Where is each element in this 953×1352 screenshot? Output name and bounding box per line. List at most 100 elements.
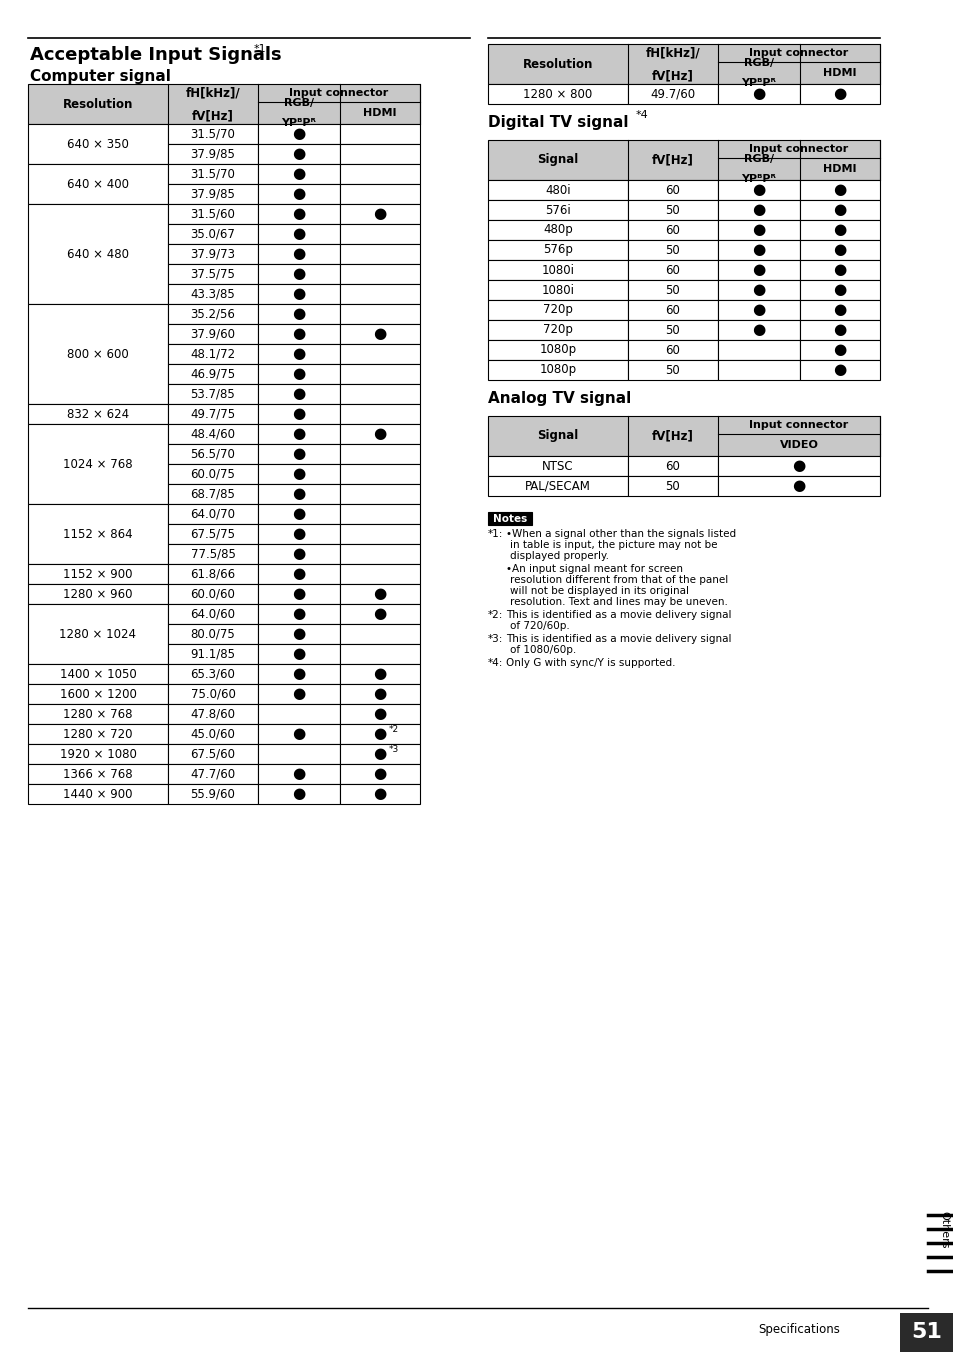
- Bar: [800, 300, 879, 320]
- Text: ●: ●: [373, 326, 386, 342]
- Bar: [800, 339, 879, 360]
- Text: ●: ●: [292, 166, 305, 181]
- Bar: [28, 124, 168, 164]
- Bar: [257, 443, 339, 464]
- Bar: [28, 744, 168, 764]
- Bar: [800, 260, 879, 280]
- Bar: [899, 1313, 953, 1352]
- Text: ●: ●: [373, 426, 386, 442]
- Text: Only G with sync/Y is supported.: Only G with sync/Y is supported.: [505, 658, 675, 668]
- Text: fV[Hz]: fV[Hz]: [652, 154, 693, 166]
- Text: ●: ●: [833, 203, 845, 218]
- Bar: [627, 260, 718, 280]
- Text: *2:: *2:: [488, 610, 503, 621]
- Bar: [257, 704, 339, 725]
- Text: NTSC: NTSC: [541, 460, 573, 472]
- Bar: [28, 704, 168, 725]
- Bar: [718, 476, 879, 496]
- Text: 37.9/85: 37.9/85: [191, 188, 235, 200]
- Text: ●: ●: [752, 87, 765, 101]
- Bar: [718, 280, 800, 300]
- Text: *4: *4: [636, 110, 648, 120]
- Text: 1280 × 768: 1280 × 768: [63, 707, 132, 721]
- Bar: [257, 744, 339, 764]
- Text: of 720/60p.: of 720/60p.: [510, 621, 569, 631]
- Bar: [168, 744, 257, 764]
- Text: 60: 60: [665, 303, 679, 316]
- Text: Signal: Signal: [537, 154, 578, 166]
- Bar: [168, 504, 257, 525]
- Text: 75.0/60: 75.0/60: [191, 688, 235, 700]
- Bar: [339, 764, 419, 784]
- Text: 37.9/85: 37.9/85: [191, 147, 235, 161]
- Text: RGB/: RGB/: [284, 97, 314, 108]
- Bar: [339, 224, 419, 243]
- Text: 60.0/75: 60.0/75: [191, 468, 235, 480]
- Text: 65.3/60: 65.3/60: [191, 668, 235, 680]
- Bar: [168, 425, 257, 443]
- Bar: [339, 124, 419, 145]
- Text: 1400 × 1050: 1400 × 1050: [59, 668, 136, 680]
- Text: 35.0/67: 35.0/67: [191, 227, 235, 241]
- Text: 60.0/60: 60.0/60: [191, 588, 235, 600]
- Bar: [168, 764, 257, 784]
- Bar: [339, 364, 419, 384]
- Bar: [257, 384, 339, 404]
- Text: 800 × 600: 800 × 600: [67, 347, 129, 361]
- Bar: [339, 404, 419, 425]
- Text: 50: 50: [665, 284, 679, 296]
- Bar: [28, 764, 168, 784]
- Text: Digital TV signal: Digital TV signal: [488, 115, 628, 130]
- Text: ●: ●: [373, 726, 386, 741]
- Text: ●: ●: [373, 767, 386, 781]
- Bar: [257, 664, 339, 684]
- Text: 480i: 480i: [544, 184, 570, 196]
- Text: ●: ●: [833, 87, 845, 101]
- Text: 576p: 576p: [542, 243, 573, 257]
- Bar: [339, 664, 419, 684]
- Text: 576i: 576i: [544, 204, 570, 216]
- Bar: [339, 725, 419, 744]
- Text: Notes: Notes: [493, 514, 527, 523]
- Text: 50: 50: [665, 243, 679, 257]
- Text: 53.7/85: 53.7/85: [191, 388, 235, 400]
- Text: 49.7/60: 49.7/60: [650, 88, 695, 100]
- Bar: [257, 764, 339, 784]
- Text: This is identified as a movie delivery signal: This is identified as a movie delivery s…: [505, 610, 731, 621]
- Text: 832 × 624: 832 × 624: [67, 407, 129, 420]
- Bar: [718, 180, 800, 200]
- Text: ●: ●: [373, 746, 386, 761]
- Bar: [257, 243, 339, 264]
- Bar: [257, 404, 339, 425]
- Bar: [339, 544, 419, 564]
- Bar: [257, 504, 339, 525]
- Bar: [627, 241, 718, 260]
- Bar: [339, 584, 419, 604]
- Text: fV[Hz]: fV[Hz]: [192, 110, 233, 122]
- Bar: [488, 280, 627, 300]
- Bar: [168, 784, 257, 804]
- Text: *1:: *1:: [488, 529, 503, 539]
- Text: 60: 60: [665, 223, 679, 237]
- Text: ●: ●: [292, 127, 305, 142]
- Text: ●: ●: [373, 607, 386, 622]
- Text: 1080i: 1080i: [541, 264, 574, 277]
- Bar: [257, 124, 339, 145]
- Text: ●: ●: [292, 307, 305, 322]
- Bar: [339, 443, 419, 464]
- Text: ●: ●: [292, 446, 305, 461]
- Text: 1280 × 720: 1280 × 720: [63, 727, 132, 741]
- Bar: [257, 324, 339, 343]
- Bar: [168, 725, 257, 744]
- Text: ●: ●: [292, 326, 305, 342]
- Text: 37.9/60: 37.9/60: [191, 327, 235, 341]
- Text: 50: 50: [665, 204, 679, 216]
- Text: 60: 60: [665, 460, 679, 472]
- Text: *4:: *4:: [488, 658, 503, 668]
- Bar: [339, 384, 419, 404]
- Text: 55.9/60: 55.9/60: [191, 787, 235, 800]
- Text: *2: *2: [389, 725, 398, 734]
- Text: 640 × 480: 640 × 480: [67, 247, 129, 261]
- Text: ●: ●: [373, 687, 386, 702]
- Bar: [168, 243, 257, 264]
